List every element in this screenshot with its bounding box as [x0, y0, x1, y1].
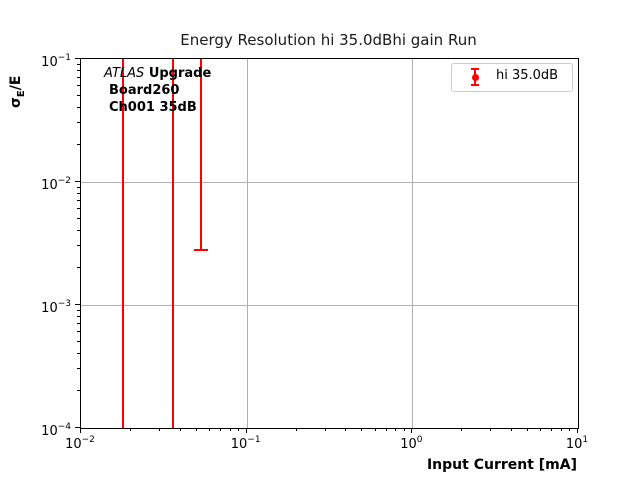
- y-minor-tick: [77, 63, 80, 65]
- legend: hi 35.0dB: [451, 63, 573, 92]
- y-minor-tick: [77, 323, 80, 325]
- annotation-line-1: ATLAS Upgrade: [104, 65, 211, 82]
- x-minor-tick: [238, 428, 240, 431]
- x-tick-label-1e-1: 10−1: [230, 435, 261, 452]
- y-minor-tick: [77, 192, 80, 194]
- x-tick-label-1e0: 100: [400, 435, 423, 452]
- x-minor-tick: [129, 428, 131, 431]
- y-major-tick-1e-2: [75, 181, 80, 182]
- y-minor-tick: [77, 77, 80, 79]
- y-minor-tick: [77, 143, 80, 145]
- x-minor-tick: [220, 428, 221, 431]
- x-minor-tick: [490, 428, 492, 431]
- errorbar-point-2: [199, 59, 202, 250]
- y-major-tick-1e-3: [75, 304, 80, 305]
- y-minor-tick: [77, 186, 80, 188]
- gridline-y-1e-2: [81, 182, 578, 183]
- x-minor-tick: [540, 428, 542, 431]
- tick-exponent: −4: [57, 422, 71, 432]
- x-minor-tick: [361, 428, 363, 431]
- annotation-atlas: ATLAS: [104, 66, 145, 81]
- y-minor-tick: [77, 106, 80, 108]
- x-minor-tick: [324, 428, 326, 431]
- tick-exponent: −1: [57, 53, 71, 63]
- gridline-y-1e-3: [81, 305, 578, 306]
- x-axis-label: Input Current [mA]: [426, 457, 577, 473]
- y-minor-tick: [77, 208, 80, 210]
- y-axis-label: σE/E: [8, 76, 27, 108]
- y-tick-label-1e-4: 10−4: [41, 422, 71, 439]
- tick-exponent: −3: [57, 299, 71, 309]
- ylabel-rest: /E: [8, 75, 24, 91]
- ylabel-subscript: E: [15, 90, 27, 98]
- x-minor-tick: [295, 428, 297, 431]
- y-minor-tick: [77, 352, 80, 354]
- y-minor-tick: [77, 341, 80, 343]
- x-minor-tick: [560, 428, 562, 431]
- chart-title: Energy Resolution hi 35.0dBhi gain Run: [180, 31, 477, 49]
- x-minor-tick: [208, 428, 210, 431]
- x-minor-tick: [395, 428, 397, 431]
- annotation-upgrade: Upgrade: [148, 66, 212, 81]
- y-minor-tick: [77, 309, 80, 311]
- y-minor-tick: [77, 229, 80, 231]
- y-minor-tick: [77, 389, 80, 391]
- x-major-tick-1e-2: [80, 428, 81, 433]
- x-minor-tick: [569, 428, 571, 431]
- y-minor-tick: [77, 85, 80, 87]
- x-minor-tick: [374, 428, 376, 431]
- x-major-tick-1e0: [411, 428, 413, 433]
- errorbar-bottom-cap-2: [193, 248, 208, 251]
- y-minor-tick: [77, 95, 80, 97]
- x-tick-label-1e-2: 10−2: [65, 435, 95, 452]
- x-minor-tick: [461, 428, 463, 431]
- x-minor-tick: [345, 428, 347, 431]
- errorbar-point-0: [122, 59, 125, 428]
- y-minor-tick: [77, 245, 80, 247]
- x-minor-tick: [179, 428, 181, 431]
- tick-exponent: 1: [582, 435, 589, 445]
- tick-exponent: −1: [247, 435, 261, 445]
- gridline-x-1e0: [412, 59, 414, 428]
- errorbar-legend-icon: [467, 67, 483, 88]
- x-minor-tick: [195, 428, 197, 431]
- x-minor-tick: [527, 428, 529, 431]
- ylabel-sigma: σ: [8, 97, 24, 108]
- x-minor-tick: [511, 428, 513, 431]
- y-tick-label-1e-3: 10−3: [41, 299, 71, 316]
- plot-area: ATLAS Upgrade Board260 Ch001 35dB hi 35.…: [80, 58, 579, 429]
- x-minor-tick: [229, 428, 231, 431]
- x-major-tick-1e-1: [245, 428, 247, 433]
- y-minor-tick: [77, 368, 80, 370]
- y-minor-tick: [77, 69, 80, 71]
- annotation-line-2: Board260: [109, 83, 180, 98]
- y-major-tick-1e-4: [75, 427, 80, 428]
- annotation-line-3: Ch001 35dB: [109, 100, 197, 115]
- errorbar-point-1: [172, 59, 175, 428]
- y-minor-tick: [77, 331, 80, 333]
- x-major-tick-1e1: [577, 428, 578, 433]
- x-minor-tick: [403, 428, 405, 431]
- x-tick-label-1e1: 101: [565, 435, 589, 452]
- x-minor-tick: [385, 428, 387, 431]
- gridline-x-1e-1: [246, 59, 248, 428]
- atlas-annotation: ATLAS Upgrade Board260 Ch001 35dB: [104, 65, 211, 116]
- y-minor-tick: [77, 200, 80, 202]
- legend-label: hi 35.0dB: [496, 68, 559, 83]
- x-minor-tick: [159, 428, 161, 431]
- y-minor-tick: [77, 266, 80, 268]
- y-major-tick-1e-1: [75, 58, 80, 59]
- tick-exponent: −2: [81, 435, 95, 445]
- tick-exponent: −2: [57, 176, 71, 186]
- y-minor-tick: [77, 218, 80, 220]
- y-tick-label-1e-2: 10−2: [41, 176, 71, 193]
- x-minor-tick: [551, 428, 553, 431]
- tick-exponent: 0: [416, 435, 423, 445]
- y-minor-tick: [77, 315, 80, 317]
- y-tick-label-1e-1: 10−1: [41, 53, 71, 70]
- y-minor-tick: [77, 122, 80, 124]
